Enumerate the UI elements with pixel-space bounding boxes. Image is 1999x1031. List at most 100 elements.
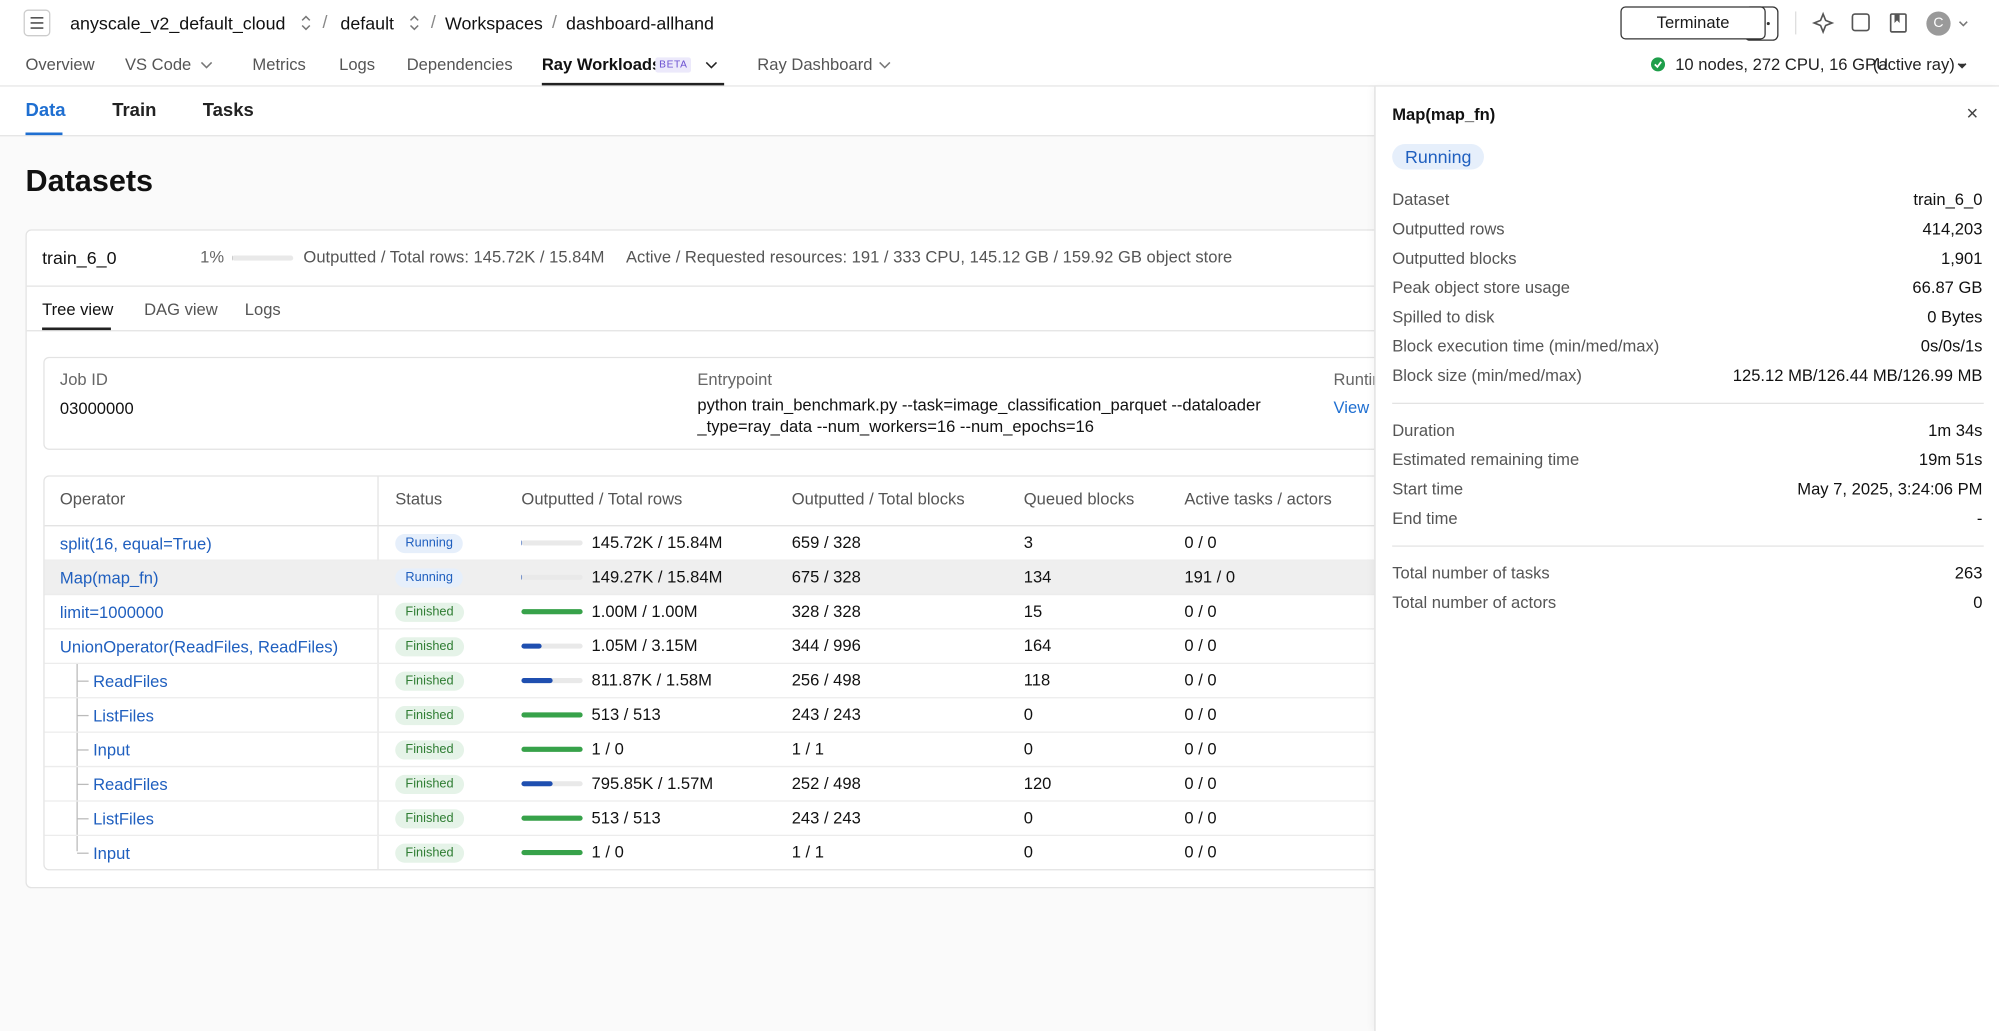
svg-text:/: / bbox=[323, 12, 328, 32]
nav-tab[interactable]: Logs bbox=[339, 54, 376, 74]
cluster-state[interactable]: (active ray) bbox=[1872, 54, 1955, 74]
blocks: 256 / 498 bbox=[791, 670, 861, 690]
sub-tab[interactable]: Tasks bbox=[202, 100, 254, 122]
runtime-link[interactable]: View bbox=[1333, 397, 1370, 417]
operator-link[interactable]: split(16, equal=True) bbox=[59, 533, 212, 554]
detail-label: Peak object store usage bbox=[1392, 277, 1571, 297]
operator-link[interactable]: ListFiles bbox=[93, 706, 154, 726]
view-tab[interactable]: Tree view bbox=[42, 299, 114, 319]
sub-tab[interactable]: Data bbox=[25, 100, 66, 122]
operator-link[interactable]: ReadFiles bbox=[93, 774, 168, 794]
progress-bar bbox=[521, 609, 583, 615]
queued-blocks: 15 bbox=[1023, 601, 1043, 621]
column-header: Operator bbox=[59, 489, 126, 509]
detail-value: 125.12 MB/126.44 MB/126.99 MB bbox=[1732, 365, 1983, 385]
nav-tab[interactable]: VS Code bbox=[124, 54, 192, 74]
status-badge: Finished bbox=[395, 706, 464, 726]
operator-link[interactable]: Input bbox=[93, 740, 130, 760]
queued-blocks: 0 bbox=[1023, 842, 1033, 862]
blocks: 1 / 1 bbox=[791, 842, 824, 862]
active-tasks: 0 / 0 bbox=[1184, 670, 1217, 690]
blocks: 344 / 996 bbox=[791, 635, 861, 656]
operator-link[interactable]: limit=1000000 bbox=[59, 602, 164, 622]
blocks: 243 / 243 bbox=[791, 807, 861, 828]
status-badge: Running bbox=[395, 568, 464, 588]
detail-label: Spilled to disk bbox=[1392, 307, 1495, 327]
detail-label: Outputted blocks bbox=[1392, 248, 1517, 268]
operator-link[interactable]: UnionOperator(ReadFiles, ReadFiles) bbox=[59, 637, 339, 657]
active-tasks: 0 / 0 bbox=[1184, 773, 1217, 793]
detail-value: - bbox=[1976, 508, 1983, 528]
job-id: 03000000 bbox=[59, 398, 134, 419]
rows-progress: 795.85K / 1.57M bbox=[591, 773, 714, 793]
detail-label: Block execution time (min/med/max) bbox=[1392, 336, 1660, 356]
nav-tab[interactable]: Dependencies bbox=[406, 54, 513, 74]
column-header: Active tasks / actors bbox=[1184, 489, 1332, 509]
avatar[interactable]: C bbox=[1926, 11, 1951, 36]
status-badge: Finished bbox=[395, 809, 464, 829]
close-button[interactable]: × bbox=[1966, 103, 1979, 125]
breadcrumb[interactable]: default bbox=[340, 12, 395, 34]
rows-progress: 149.27K / 15.84M bbox=[591, 567, 723, 587]
detail-value: 19m 51s bbox=[1918, 449, 1983, 469]
detail-value: May 7, 2025, 3:24:06 PM bbox=[1797, 479, 1983, 499]
nav-tab[interactable]: Metrics bbox=[252, 54, 306, 74]
beta-badge: BETA bbox=[655, 57, 692, 73]
view-tab[interactable]: DAG view bbox=[144, 299, 218, 319]
nav-tab[interactable]: Overview bbox=[25, 54, 95, 74]
detail-value: 263 bbox=[1954, 563, 1983, 583]
queued-blocks: 0 bbox=[1023, 739, 1033, 759]
rows-progress: 513 / 513 bbox=[591, 704, 661, 724]
nav-tab[interactable]: Ray Dashboard bbox=[757, 54, 873, 74]
terminate-button[interactable]: Terminate bbox=[1620, 6, 1766, 40]
status-badge: Finished bbox=[395, 637, 464, 657]
queued-blocks: 118 bbox=[1023, 670, 1051, 690]
nav-tab[interactable]: Ray Workloads bbox=[541, 54, 662, 74]
rows-progress: 1 / 0 bbox=[591, 739, 624, 759]
svg-text:/: / bbox=[431, 12, 436, 32]
status-badge: Finished bbox=[395, 671, 464, 691]
detail-value: train_6_0 bbox=[1913, 189, 1983, 210]
column-header: Queued blocks bbox=[1023, 489, 1135, 509]
divider bbox=[1392, 402, 1984, 404]
operator-link[interactable]: ListFiles bbox=[93, 809, 154, 829]
detail-value: 0 Bytes bbox=[1927, 307, 1983, 327]
row-highlight bbox=[44, 560, 1375, 596]
breadcrumb[interactable]: dashboard-allhand bbox=[566, 12, 714, 34]
active-tasks: 0 / 0 bbox=[1184, 739, 1217, 759]
rows-progress: 145.72K / 15.84M bbox=[591, 532, 723, 552]
active-tasks: 0 / 0 bbox=[1184, 635, 1217, 656]
detail-value: 414,203 bbox=[1922, 219, 1983, 239]
operator-link[interactable]: Input bbox=[93, 843, 130, 863]
queued-blocks: 164 bbox=[1023, 635, 1052, 656]
queued-blocks: 0 bbox=[1023, 704, 1033, 724]
svg-text:/: / bbox=[552, 12, 557, 32]
breadcrumb[interactable]: Workspaces bbox=[444, 12, 543, 34]
blocks: 243 / 243 bbox=[791, 704, 861, 724]
progress-bar bbox=[521, 574, 523, 580]
blocks: 1 / 1 bbox=[791, 739, 824, 759]
progress-bar bbox=[521, 643, 542, 649]
progress-bar bbox=[521, 712, 583, 718]
operator-link[interactable]: Map(map_fn) bbox=[59, 568, 159, 588]
active-tasks: 0 / 0 bbox=[1184, 807, 1217, 828]
queued-blocks: 120 bbox=[1023, 773, 1052, 793]
queued-blocks: 0 bbox=[1023, 807, 1033, 828]
cluster-status[interactable]: 10 nodes, 272 CPU, 16 GPU bbox=[1675, 54, 1889, 74]
detail-label: Outputted rows bbox=[1392, 219, 1505, 239]
progress-bar bbox=[232, 255, 233, 261]
column-header: Outputted / Total rows bbox=[521, 489, 683, 509]
blocks: 675 / 328 bbox=[791, 567, 861, 587]
progress-bar bbox=[521, 815, 583, 821]
entrypoint: python train_benchmark.py --task=image_c… bbox=[697, 395, 1261, 436]
view-tab[interactable]: Logs bbox=[244, 299, 281, 319]
breadcrumb[interactable]: anyscale_v2_default_cloud bbox=[70, 12, 286, 34]
progress-bar bbox=[521, 677, 553, 684]
sub-tab[interactable]: Train bbox=[112, 100, 157, 122]
detail-value: 66.87 GB bbox=[1912, 277, 1983, 297]
active-tasks: 0 / 0 bbox=[1184, 532, 1217, 552]
operator-link[interactable]: ReadFiles bbox=[93, 671, 168, 691]
dataset-resources: Active / Requested resources: 191 / 333 … bbox=[625, 247, 1233, 267]
